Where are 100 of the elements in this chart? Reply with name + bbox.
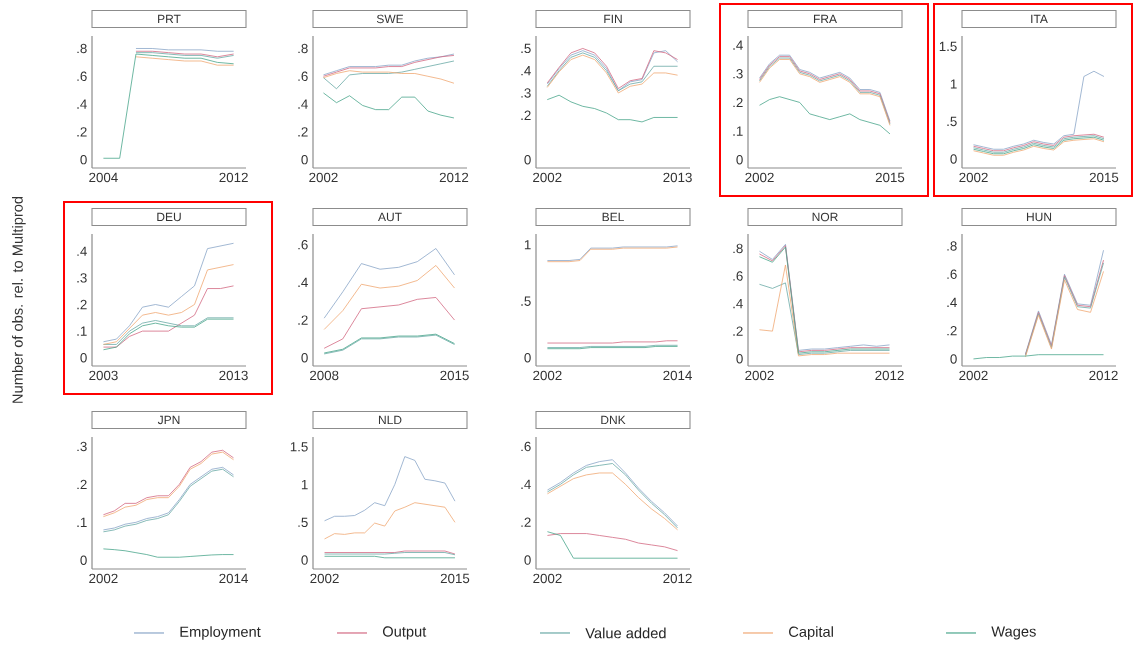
x-tick-label: 2002 <box>89 573 118 584</box>
y-tick-label: 0 <box>301 154 308 165</box>
y-tick-label: 0 <box>736 154 743 165</box>
y-tick-label: .3 <box>77 441 87 452</box>
y-tick-label: .6 <box>733 271 743 281</box>
y-tick-label: .4 <box>77 246 87 256</box>
y-tick-label: 1 <box>524 240 531 250</box>
x-tick-label: 2012 <box>663 573 692 584</box>
y-tick-label: 1.5 <box>939 41 957 52</box>
x-tick-label: 2015 <box>875 172 905 183</box>
chart-title: BEL <box>602 212 624 222</box>
x-tick-label: 2002 <box>310 573 339 584</box>
y-tick-label: .1 <box>733 126 743 136</box>
y-tick-label: .6 <box>77 71 87 81</box>
y-tick-label: .2 <box>77 127 87 137</box>
chart-title: NLD <box>378 415 402 425</box>
y-tick-label: 0 <box>80 154 87 165</box>
y-tick-label: .4 <box>947 297 957 308</box>
chart-title: SWE <box>376 14 404 24</box>
chart-title: DNK <box>601 415 626 425</box>
y-tick-label: .2 <box>77 479 87 490</box>
y-tick-label: .8 <box>77 43 87 54</box>
x-tick-label: 2015 <box>440 573 470 584</box>
y-tick-label: .1 <box>77 517 87 527</box>
y-tick-label: 0 <box>950 154 957 164</box>
x-tick-label: 2012 <box>439 172 469 183</box>
y-axis-title: Number of obs. rel. to Multiprod <box>12 196 26 403</box>
y-tick-label: .8 <box>733 243 743 254</box>
chart-title: AUT <box>378 212 402 222</box>
y-tick-label: .4 <box>521 479 531 489</box>
legend-label: Output <box>382 626 427 640</box>
chart-title: JPN <box>157 415 180 425</box>
x-tick-label: 2002 <box>309 172 338 183</box>
y-tick-label: 0 <box>301 555 308 565</box>
y-tick-label: .4 <box>733 40 743 50</box>
y-tick-label: .5 <box>521 296 531 306</box>
chart-title: FIN <box>604 14 622 24</box>
y-tick-label: .8 <box>947 241 957 251</box>
legend-label: Wages <box>991 626 1036 640</box>
y-tick-label: .4 <box>298 277 308 287</box>
chart-title: PRT <box>158 14 181 24</box>
y-tick-label: .3 <box>77 273 87 283</box>
x-tick-label: 2004 <box>89 172 118 183</box>
x-tick-label: 2015 <box>440 370 469 381</box>
y-tick-label: .2 <box>521 517 531 527</box>
x-tick-label: 2012 <box>219 172 248 183</box>
y-tick-label: 1 <box>301 479 308 490</box>
y-tick-label: .4 <box>733 298 743 309</box>
y-tick-label: 0 <box>524 353 531 363</box>
legend-label: Value added <box>585 627 666 639</box>
x-tick-label: 2002 <box>533 370 562 381</box>
legend-label: Employment <box>180 626 261 640</box>
x-tick-label: 2013 <box>663 172 692 183</box>
x-tick-label: 2013 <box>219 370 248 381</box>
x-tick-label: 2014 <box>219 573 248 584</box>
chart-title: FRA <box>813 14 837 24</box>
y-tick-label: .4 <box>77 99 87 109</box>
y-tick-label: 0 <box>80 353 87 363</box>
x-tick-label: 2012 <box>1089 370 1118 381</box>
x-tick-label: 2002 <box>533 172 562 183</box>
y-tick-label: .4 <box>298 99 308 109</box>
x-tick-label: 2002 <box>959 172 988 183</box>
y-tick-label: 1 <box>950 79 957 89</box>
y-tick-label: 1.5 <box>290 442 308 452</box>
y-tick-label: .5 <box>521 43 531 54</box>
y-tick-label: .6 <box>521 441 531 452</box>
chart-title: HUN <box>1026 212 1052 222</box>
y-tick-label: .8 <box>298 43 308 54</box>
x-tick-label: 2002 <box>745 370 774 381</box>
x-tick-label: 2002 <box>745 172 774 183</box>
y-tick-label: .4 <box>521 66 531 76</box>
x-tick-label: 2002 <box>959 370 988 381</box>
y-tick-label: .1 <box>77 326 87 336</box>
y-tick-label: 0 <box>524 555 531 565</box>
x-tick-label: 2008 <box>310 370 339 381</box>
y-tick-label: .2 <box>77 299 87 310</box>
x-tick-label: 2012 <box>875 370 904 381</box>
x-tick-label: 2015 <box>1089 172 1119 183</box>
y-tick-label: 0 <box>524 155 531 165</box>
y-tick-label: .2 <box>733 97 743 108</box>
x-tick-label: 2014 <box>663 370 692 381</box>
y-tick-label: .6 <box>947 269 957 279</box>
y-tick-label: 0 <box>950 354 957 364</box>
x-tick-label: 2002 <box>533 573 562 584</box>
y-tick-label: 0 <box>80 555 87 565</box>
y-tick-label: .6 <box>298 71 308 81</box>
y-tick-label: .2 <box>298 315 308 325</box>
y-tick-label: .2 <box>521 110 531 120</box>
chart-title: ITA <box>1031 14 1048 24</box>
y-tick-label: .6 <box>298 240 308 250</box>
y-tick-label: .5 <box>298 517 308 527</box>
x-tick-label: 2003 <box>89 370 118 381</box>
legend-label: Capital <box>789 626 833 640</box>
y-tick-label: .2 <box>733 326 743 336</box>
y-tick-label: .2 <box>298 127 308 137</box>
y-tick-label: .3 <box>733 69 743 79</box>
y-tick-label: 0 <box>301 352 308 363</box>
y-tick-label: .2 <box>947 326 957 336</box>
chart-title: DEU <box>157 212 181 222</box>
chart-title: NOR <box>812 212 838 222</box>
